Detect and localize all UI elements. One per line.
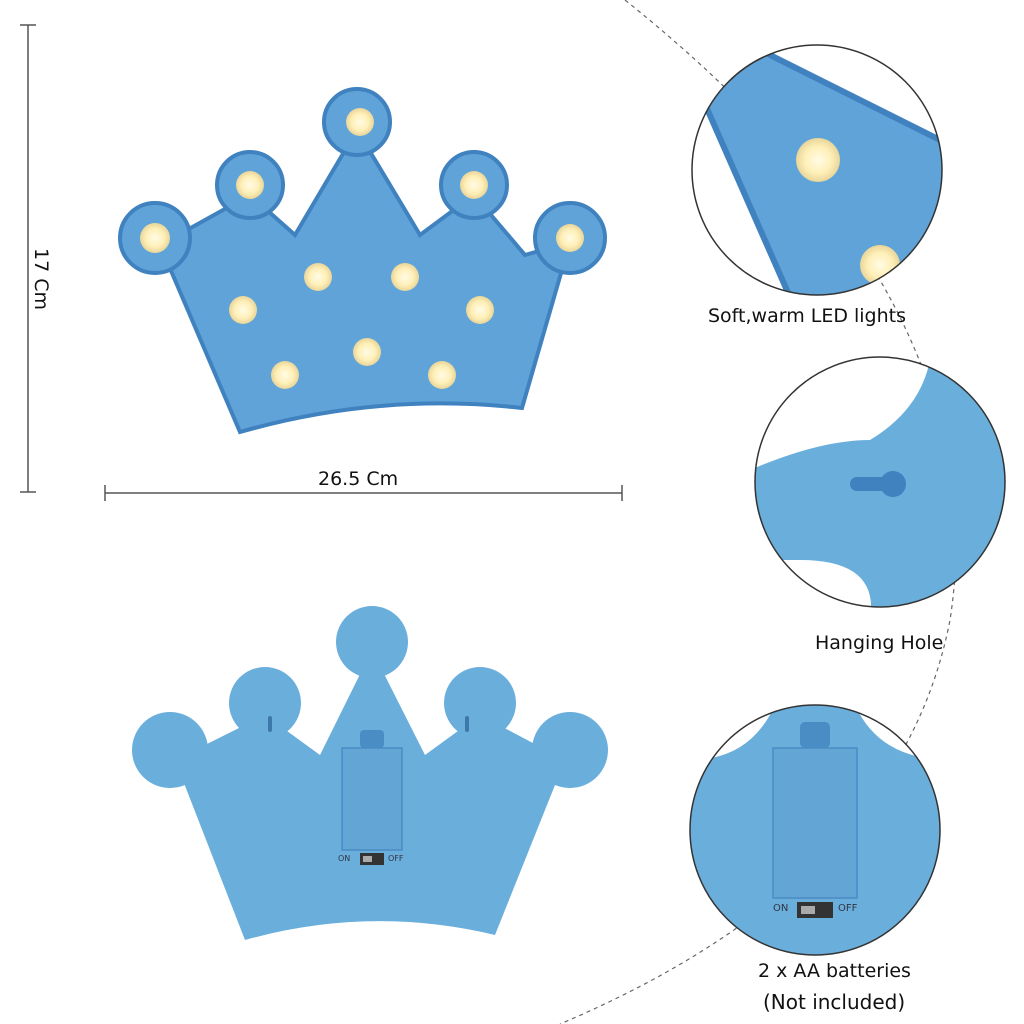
- callout-batteries: 2 x AA batteries: [758, 960, 911, 982]
- crown-front: [118, 87, 607, 435]
- callout-hanging-hole: Hanging Hole: [815, 632, 944, 654]
- switch-on-label-zoom: ON: [773, 903, 789, 914]
- height-dimension-line: [20, 24, 36, 493]
- height-label: 17 Cm: [30, 248, 52, 310]
- callout-batteries-note: (Not included): [763, 990, 906, 1014]
- zoom-led-lights: [691, 44, 943, 296]
- switch-off-label: OFF: [388, 854, 404, 863]
- zoom-battery-compartment: [689, 704, 941, 956]
- width-label: 26.5 Cm: [318, 468, 399, 490]
- zoom-hanging-hole: [754, 356, 1006, 608]
- width-dimension-line: [104, 485, 623, 501]
- crown-back: [132, 606, 608, 940]
- dashed-connector: [559, 0, 957, 1024]
- switch-off-label-zoom: OFF: [838, 903, 858, 914]
- callout-led-lights: Soft,warm LED lights: [708, 305, 907, 327]
- switch-on-label: ON: [338, 854, 351, 863]
